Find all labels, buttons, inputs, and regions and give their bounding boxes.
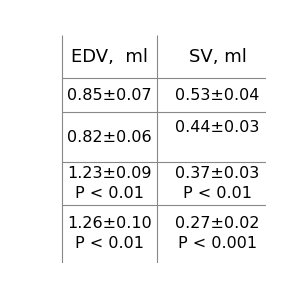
Text: 0.82±0.06: 0.82±0.06: [68, 130, 152, 145]
Text: 0.37±0.03
P < 0.01: 0.37±0.03 P < 0.01: [175, 166, 260, 201]
Text: 0.44±0.03: 0.44±0.03: [175, 120, 260, 135]
Text: 1.26±0.10
P < 0.01: 1.26±0.10 P < 0.01: [67, 216, 152, 251]
Text: 0.27±0.02
P < 0.001: 0.27±0.02 P < 0.001: [175, 216, 260, 251]
Text: EDV,  ml: EDV, ml: [71, 47, 148, 65]
Text: 0.85±0.07: 0.85±0.07: [68, 88, 152, 103]
Text: 0.53±0.04: 0.53±0.04: [175, 88, 260, 103]
Text: SV, ml: SV, ml: [189, 47, 246, 65]
Text: 1.23±0.09
P < 0.01: 1.23±0.09 P < 0.01: [68, 166, 152, 201]
